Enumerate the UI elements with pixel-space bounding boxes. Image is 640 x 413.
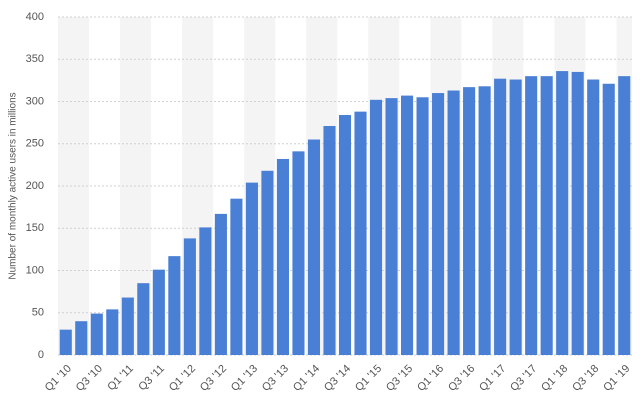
bar	[323, 126, 336, 355]
bar	[245, 182, 258, 355]
y-tick-label: 350	[26, 53, 44, 65]
y-tick-label: 0	[38, 349, 44, 361]
bar	[587, 79, 600, 355]
bar	[385, 98, 398, 356]
x-tick-label: Q1 '19	[601, 363, 632, 394]
x-tick-label: Q3 '14	[322, 363, 353, 394]
y-tick-label: 150	[26, 222, 44, 234]
bar	[59, 329, 72, 355]
bar	[90, 313, 103, 355]
bar	[261, 170, 274, 355]
x-tick-label: Q1 '11	[105, 363, 136, 394]
bar	[416, 97, 429, 356]
bar	[276, 158, 289, 355]
y-tick-label: 100	[26, 264, 44, 276]
bar	[525, 76, 538, 356]
x-tick-label: Q1 '17	[477, 363, 508, 394]
bar	[618, 76, 631, 356]
y-tick-label: 400	[26, 11, 44, 23]
bar	[509, 79, 522, 355]
bar	[292, 151, 305, 355]
y-tick-label: 250	[26, 138, 44, 150]
bar	[494, 78, 507, 355]
bar	[307, 139, 321, 355]
x-tick-label: Q1 '12	[167, 363, 198, 394]
x-tick-label: Q3 '17	[508, 363, 539, 394]
x-tick-label: Q3 '11	[136, 363, 167, 394]
bar	[478, 86, 491, 355]
x-tick-label: Q3 '12	[198, 363, 229, 394]
y-tick-label: 300	[26, 95, 44, 107]
bar	[137, 283, 150, 355]
bar	[121, 297, 134, 355]
bar	[571, 71, 584, 356]
x-tick-label: Q3 '16	[446, 363, 477, 394]
bar	[354, 111, 367, 355]
bar	[75, 321, 88, 355]
bar	[432, 93, 445, 356]
x-tick-label: Q1 '10	[43, 363, 74, 394]
x-tick-label: Q3 '10	[74, 363, 105, 394]
bar	[214, 213, 227, 355]
bar	[556, 71, 569, 355]
bar	[602, 83, 615, 355]
bar	[338, 115, 352, 356]
x-tick-label: Q1 '15	[353, 363, 384, 394]
bar	[106, 309, 119, 355]
x-tick-label: Q3 '15	[384, 363, 415, 394]
bar	[230, 198, 243, 355]
y-axis-title: Number of monthly active users in millio…	[8, 92, 19, 279]
bar	[447, 90, 460, 355]
bar	[401, 95, 414, 356]
bar	[183, 238, 196, 355]
y-tick-label: 50	[32, 307, 44, 319]
bar	[199, 227, 212, 355]
x-tick-label: Q3 '18	[570, 363, 601, 394]
x-tick-label: Q1 '18	[539, 363, 570, 394]
x-tick-label: Q1 '14	[291, 363, 322, 394]
x-tick-label: Q1 '16	[415, 363, 446, 394]
bar	[152, 269, 165, 355]
bar	[540, 76, 553, 356]
bar	[168, 256, 181, 355]
y-tick-label: 200	[26, 180, 44, 192]
bar	[463, 87, 476, 355]
x-tick-label: Q1 '13	[229, 363, 260, 394]
bar	[369, 99, 383, 355]
x-tick-label: Q3 '13	[260, 363, 291, 394]
